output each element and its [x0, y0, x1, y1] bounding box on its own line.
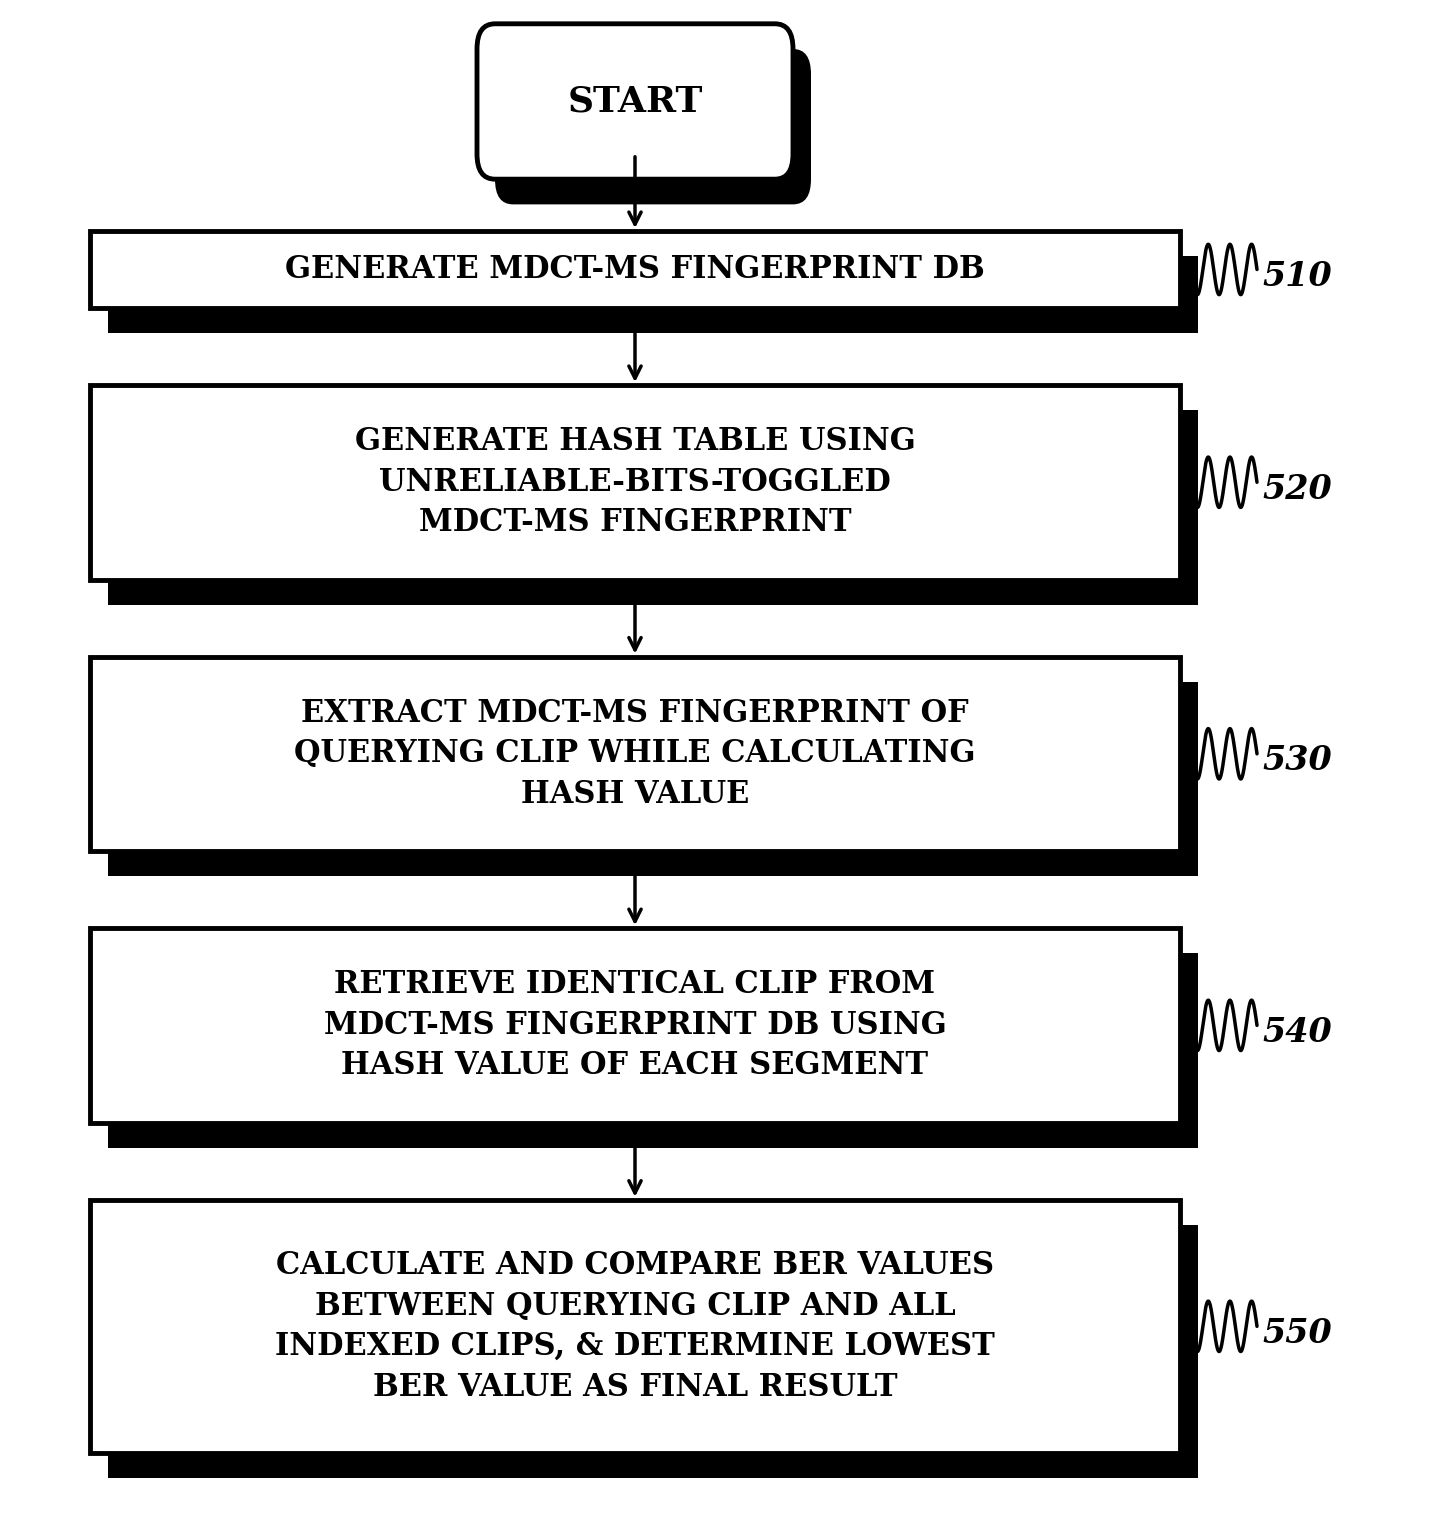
Text: 510: 510 — [1262, 260, 1332, 292]
Text: 530: 530 — [1262, 745, 1332, 777]
Bar — [109, 682, 1198, 876]
Text: START: START — [568, 84, 703, 119]
FancyBboxPatch shape — [477, 24, 793, 180]
Bar — [109, 953, 1198, 1148]
Text: GENERATE HASH TABLE USING
UNRELIABLE-BITS-TOGGLED
MDCT-MS FINGERPRINT: GENERATE HASH TABLE USING UNRELIABLE-BIT… — [355, 426, 916, 538]
Text: EXTRACT MDCT-MS FINGERPRINT OF
QUERYING CLIP WHILE CALCULATING
HASH VALUE: EXTRACT MDCT-MS FINGERPRINT OF QUERYING … — [294, 698, 975, 810]
Text: RETRIEVE IDENTICAL CLIP FROM
MDCT-MS FINGERPRINT DB USING
HASH VALUE OF EACH SEG: RETRIEVE IDENTICAL CLIP FROM MDCT-MS FIN… — [323, 969, 946, 1081]
FancyBboxPatch shape — [496, 49, 811, 204]
Text: CALCULATE AND COMPARE BER VALUES
BETWEEN QUERYING CLIP AND ALL
INDEXED CLIPS, & : CALCULATE AND COMPARE BER VALUES BETWEEN… — [275, 1250, 995, 1403]
Bar — [109, 410, 1198, 605]
Bar — [109, 256, 1198, 334]
Bar — [109, 1224, 1198, 1479]
Bar — [90, 231, 1179, 308]
Text: 540: 540 — [1262, 1016, 1332, 1049]
Bar — [90, 385, 1179, 580]
Text: 520: 520 — [1262, 472, 1332, 506]
Bar — [90, 928, 1179, 1122]
Text: GENERATE MDCT-MS FINGERPRINT DB: GENERATE MDCT-MS FINGERPRINT DB — [285, 254, 985, 285]
Bar — [90, 656, 1179, 851]
Text: 550: 550 — [1262, 1317, 1332, 1349]
Bar — [90, 1200, 1179, 1453]
